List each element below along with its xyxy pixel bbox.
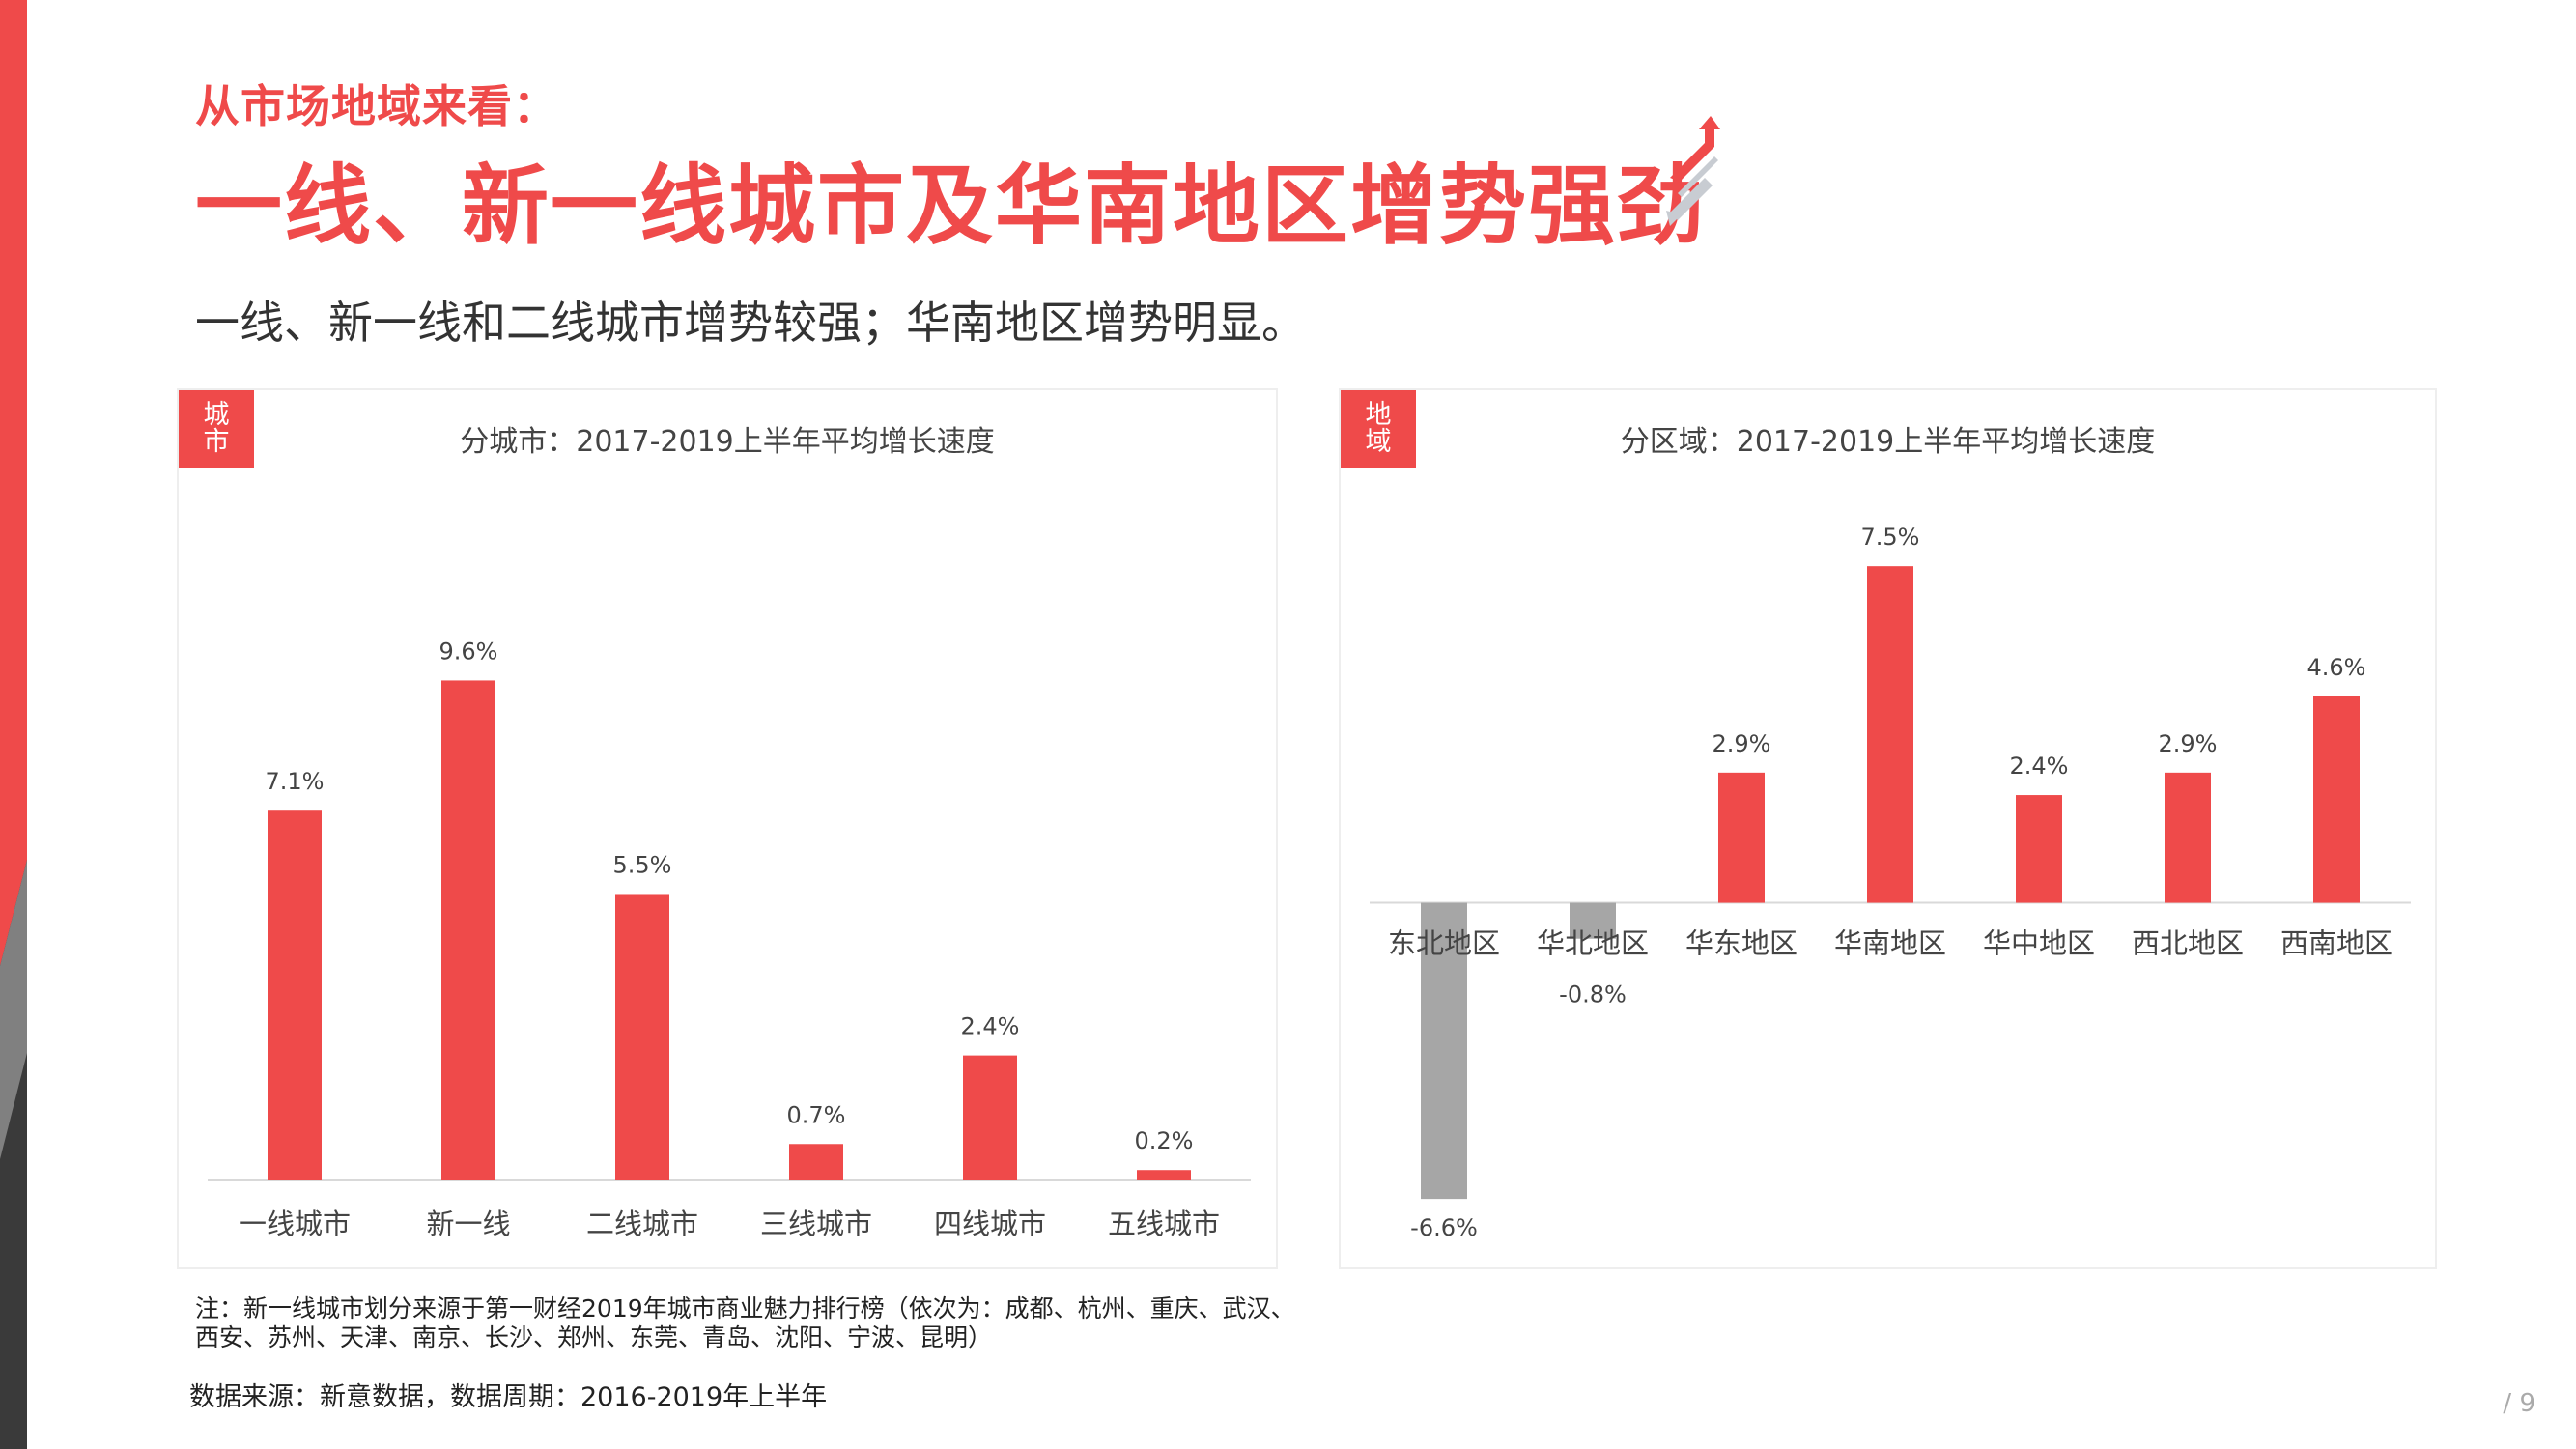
decorative-side-band xyxy=(0,0,27,1449)
region-bar xyxy=(2165,772,2211,903)
region-data-label: -6.6% xyxy=(1410,1214,1478,1241)
region-category-label: 华南地区 xyxy=(1834,927,1946,960)
city-bar xyxy=(615,894,669,1180)
city-category-label: 五线城市 xyxy=(1108,1208,1220,1240)
region-bar xyxy=(2016,795,2062,903)
region-growth-chart: -6.6% 东北地区 -0.8% 华北地区 2.9% 华东地区 7.5% 华南地区 2.4% 华中… xyxy=(1370,524,2411,1241)
region-bar xyxy=(1718,772,1765,903)
city-category-label: 一线城市 xyxy=(239,1208,351,1240)
city-bar xyxy=(789,1144,843,1180)
page-subtitle: 一线、新一线和二线城市增势较强；华南地区增势明显。 xyxy=(195,297,1306,349)
region-category-label: 西北地区 xyxy=(2132,927,2244,960)
city-data-label: 5.5% xyxy=(613,851,672,878)
region-category-label: 华北地区 xyxy=(1537,927,1649,960)
data-source: 数据来源：新意数据，数据周期：2016-2019年上半年 xyxy=(189,1382,828,1412)
region-bar xyxy=(2313,696,2360,903)
region-bar xyxy=(1867,566,1913,903)
city-bar xyxy=(1137,1170,1191,1180)
region-data-label: 2.9% xyxy=(2159,730,2218,757)
city-growth-panel: 城市 分城市：2017-2019上半年平均增长速度 7.1% 一线城市 9.6% 新一… xyxy=(177,388,1278,1269)
region-data-label: 7.5% xyxy=(1861,524,1920,551)
city-bar xyxy=(441,680,495,1180)
region-category-label: 西南地区 xyxy=(2280,927,2392,960)
region-data-label: -0.8% xyxy=(1559,981,1627,1009)
region-data-label: 4.6% xyxy=(2307,654,2366,681)
region-growth-panel: 地域 分区域：2017-2019上半年平均增长速度 -6.6% 东北地区 -0.8%… xyxy=(1339,388,2437,1269)
region-data-label: 2.9% xyxy=(1713,730,1771,757)
page-number: / 9 xyxy=(2503,1389,2535,1418)
city-category-label: 二线城市 xyxy=(586,1208,698,1240)
city-growth-chart: 7.1% 一线城市 9.6% 新一线 5.5% 二线城市 0.7% 三线城市 2.4% 四线城市 0… xyxy=(208,638,1251,1240)
region-category-label: 华中地区 xyxy=(1983,927,2095,960)
city-bar xyxy=(268,810,322,1180)
city-data-label: 9.6% xyxy=(439,638,498,665)
city-data-label: 0.2% xyxy=(1135,1127,1194,1154)
region-category-label: 东北地区 xyxy=(1388,927,1500,960)
city-data-label: 2.4% xyxy=(961,1013,1020,1040)
trend-arrows-icon xyxy=(1666,116,1720,226)
city-category-label: 三线城市 xyxy=(760,1208,872,1240)
section-kicker: 从市场地域来看： xyxy=(195,80,558,132)
city-bar xyxy=(963,1055,1017,1180)
region-chart-title: 分区域：2017-2019上半年平均增长速度 xyxy=(1620,425,2156,459)
region-category-label: 华东地区 xyxy=(1685,927,1798,960)
city-data-label: 7.1% xyxy=(266,768,325,795)
footnote: 注：新一线城市划分来源于第一财经2019年城市商业魅力排行榜（依次为：成都、杭州… xyxy=(195,1294,1295,1351)
city-chart-title: 分城市：2017-2019上半年平均增长速度 xyxy=(460,425,995,459)
page-title: 一线、新一线城市及华南地区增势强劲 xyxy=(195,156,1706,257)
city-data-label: 0.7% xyxy=(787,1101,846,1128)
panel-tag-region: 地域 xyxy=(1341,390,1416,468)
city-category-label: 新一线 xyxy=(426,1208,510,1240)
panel-tag-city: 城市 xyxy=(179,390,254,468)
region-bar xyxy=(1421,902,1467,1200)
city-category-label: 四线城市 xyxy=(934,1208,1046,1240)
region-bar xyxy=(1570,902,1616,939)
region-data-label: 2.4% xyxy=(2010,753,2069,780)
